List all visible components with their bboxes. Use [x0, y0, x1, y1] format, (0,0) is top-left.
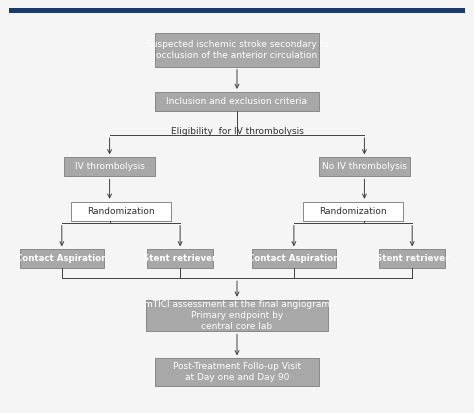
FancyBboxPatch shape	[155, 33, 319, 67]
Text: Post-Treatment Follo-up Visit
at Day one and Day 90: Post-Treatment Follo-up Visit at Day one…	[173, 362, 301, 382]
FancyBboxPatch shape	[147, 249, 213, 268]
Text: Inclusion and exclusion criteria: Inclusion and exclusion criteria	[166, 97, 308, 106]
FancyBboxPatch shape	[146, 300, 328, 331]
FancyBboxPatch shape	[319, 157, 410, 176]
FancyBboxPatch shape	[71, 202, 171, 221]
Text: Stent retriever: Stent retriever	[375, 254, 449, 263]
Text: Randomization: Randomization	[87, 207, 155, 216]
Text: IV thrombolysis: IV thrombolysis	[74, 162, 145, 171]
Text: Contact Aspiration: Contact Aspiration	[248, 254, 339, 263]
Text: Randomization: Randomization	[319, 207, 387, 216]
Text: No IV thrombolysis: No IV thrombolysis	[322, 162, 407, 171]
FancyBboxPatch shape	[155, 92, 319, 111]
FancyBboxPatch shape	[379, 249, 445, 268]
FancyBboxPatch shape	[252, 249, 336, 268]
FancyBboxPatch shape	[155, 358, 319, 386]
Text: Suspected ischemic stroke secondary to
occlusion of the anterior circulation: Suspected ischemic stroke secondary to o…	[146, 40, 328, 60]
Text: Contact Aspiration: Contact Aspiration	[16, 254, 108, 263]
FancyBboxPatch shape	[303, 202, 403, 221]
FancyBboxPatch shape	[9, 8, 465, 13]
Text: mTICI assessment at the final angiogram
Primary endpoint by
central core lab: mTICI assessment at the final angiogram …	[144, 300, 330, 331]
Text: Stent retriever: Stent retriever	[144, 254, 217, 263]
FancyBboxPatch shape	[64, 157, 155, 176]
FancyBboxPatch shape	[20, 249, 104, 268]
Text: Eligibility  for IV thrombolysis: Eligibility for IV thrombolysis	[171, 127, 303, 135]
